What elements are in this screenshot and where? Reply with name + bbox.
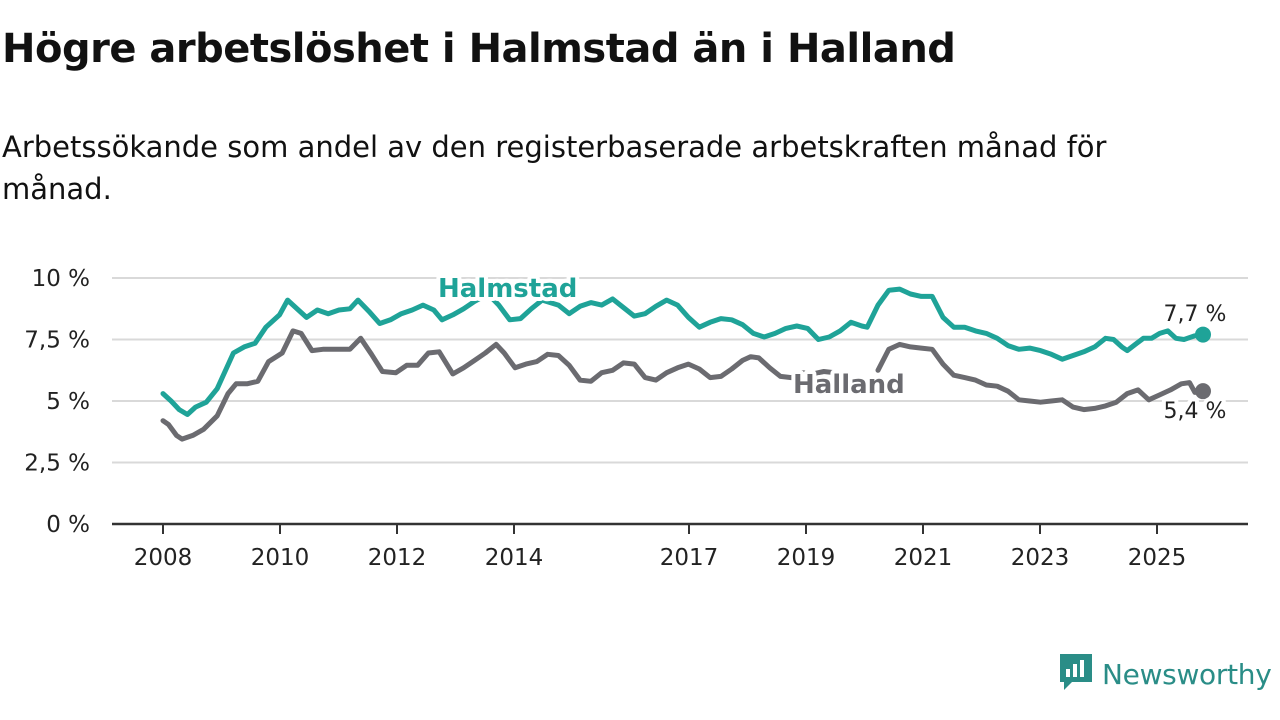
halmstad-series-label: Halmstad	[438, 274, 577, 304]
newsworthy-logo-icon	[1058, 651, 1094, 697]
axes: 0 % 2,5 % 5 % 7,5 % 10 % 2008 2010 2012 2014 2017…	[24, 266, 1248, 571]
chart-title: Högre arbetslöshet i Halmstad än i Halla…	[2, 26, 956, 72]
x-tick-label: 2019	[777, 545, 836, 571]
x-tick-label: 2012	[368, 545, 427, 571]
x-tick-label: 2008	[134, 545, 193, 571]
halmstad-series-label: Halmstad	[438, 274, 577, 304]
y-tick-label: 10 %	[32, 266, 90, 292]
x-tick-label: 2014	[485, 545, 544, 571]
halmstad-end-label: 7,7 %	[1164, 302, 1227, 327]
x-tick-label: 2021	[894, 545, 953, 571]
halland-end-point	[1195, 383, 1211, 400]
x-tick-label: 2023	[1011, 545, 1070, 571]
brand-name: Newsworthy	[1102, 657, 1272, 691]
x-tick-label: 2017	[660, 545, 719, 571]
y-tick-label: 0 %	[46, 512, 90, 538]
series-lines	[160, 286, 1211, 442]
halmstad-end-label: 7,7 %	[1164, 302, 1227, 327]
brand-logo: Newsworthy	[1058, 652, 1272, 696]
y-tick-label: 2,5 %	[24, 451, 90, 477]
halmstad-line	[160, 286, 1206, 417]
halland-end-label: 5,4 %	[1164, 399, 1227, 424]
grid-lines	[112, 277, 1248, 464]
halland-end-label: 5,4 %	[1164, 399, 1227, 424]
y-tick-label: 7,5 %	[24, 328, 90, 354]
x-tick-label: 2010	[251, 545, 310, 571]
x-tick-label: 2025	[1128, 545, 1187, 571]
halland-series-label: Halland	[793, 370, 905, 400]
y-tick-label: 5 %	[46, 389, 90, 415]
halland-line	[875, 341, 1206, 413]
halmstad-end-point	[1195, 326, 1211, 343]
halland-series-label: Halland	[793, 370, 905, 400]
halland-line	[160, 328, 870, 442]
chart-subtitle: Arbetssökande som andel av den registerb…	[2, 130, 1107, 206]
